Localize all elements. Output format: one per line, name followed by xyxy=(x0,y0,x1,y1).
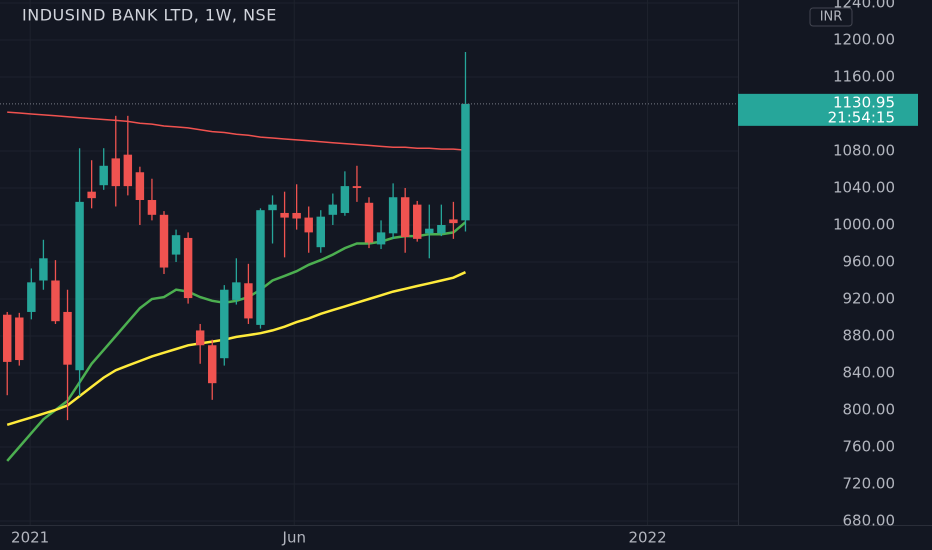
candle-body xyxy=(15,317,24,361)
candle-body xyxy=(135,172,145,201)
chart-title: INDUSIND BANK LTD, 1W, NSE xyxy=(22,6,277,25)
axes: 680.00 720.00 760.00 800.00 840.00 880.00 920.… xyxy=(11,0,918,547)
moving-average xyxy=(7,111,466,151)
candle-body xyxy=(280,212,289,218)
y-tick-label: 1160.00 xyxy=(833,67,895,85)
y-tick-label: 880.00 xyxy=(843,327,896,345)
candle-body xyxy=(449,219,458,224)
x-tick-label: 2022 xyxy=(628,529,666,547)
marks xyxy=(0,51,738,462)
candle-body xyxy=(461,103,470,221)
candle-body xyxy=(183,237,193,299)
candle-body xyxy=(123,154,133,187)
candle-body xyxy=(99,165,108,186)
grid xyxy=(0,0,738,525)
candle-body xyxy=(304,217,313,233)
candle-body xyxy=(75,201,84,371)
candle-body xyxy=(437,224,446,234)
candle-body xyxy=(220,289,229,359)
candle-body xyxy=(195,330,205,346)
candle-body xyxy=(388,197,398,234)
y-tick-label: 1200.00 xyxy=(833,30,895,48)
candle-body xyxy=(3,314,12,362)
y-tick-label: 1080.00 xyxy=(833,141,895,159)
candle-body xyxy=(27,282,36,312)
candle-body xyxy=(400,197,410,238)
y-tick-label: 840.00 xyxy=(843,364,896,382)
candle-body xyxy=(232,282,241,300)
candle-body xyxy=(364,202,374,243)
candle-body xyxy=(171,235,181,255)
candle-body xyxy=(268,204,277,211)
candle-body xyxy=(352,186,362,188)
y-tick-label: 760.00 xyxy=(843,438,896,456)
candle-body xyxy=(425,228,434,234)
moving-average xyxy=(6,271,467,426)
y-tick-label: 800.00 xyxy=(843,401,896,419)
currency: INR xyxy=(820,10,843,25)
candle-body xyxy=(159,214,169,268)
candle-body xyxy=(51,280,60,322)
countdown: 21:54:15 xyxy=(828,108,895,126)
y-tick-label: 1240.00 xyxy=(833,0,895,11)
candle-body xyxy=(87,191,96,199)
last-price-label: 1130.95 xyxy=(833,93,895,111)
candle-body xyxy=(316,216,325,248)
candle-body xyxy=(208,345,217,384)
candle-body xyxy=(244,283,253,319)
y-tick-label: 960.00 xyxy=(843,252,896,270)
candle-body xyxy=(328,204,338,215)
x-tick-label: 2021 xyxy=(11,529,49,547)
x-tick-label: Jun xyxy=(282,529,306,547)
y-tick-label: 1040.00 xyxy=(833,178,895,196)
candle-body xyxy=(63,311,72,365)
last-price-box xyxy=(738,93,918,126)
candle-body xyxy=(256,210,265,325)
candle-body xyxy=(111,158,120,187)
y-tick-label: 920.00 xyxy=(843,289,896,307)
candle-body xyxy=(413,204,422,239)
y-tick-label: 1000.00 xyxy=(833,215,895,233)
currency-box[interactable] xyxy=(809,7,853,27)
y-tick-label: 720.00 xyxy=(843,475,896,493)
y-tick-label: 680.00 xyxy=(843,512,896,530)
candle-body xyxy=(376,232,386,245)
candle-body xyxy=(39,258,48,281)
candle-body xyxy=(147,200,157,215)
candle-body xyxy=(340,186,350,213)
candle-body xyxy=(292,212,301,219)
